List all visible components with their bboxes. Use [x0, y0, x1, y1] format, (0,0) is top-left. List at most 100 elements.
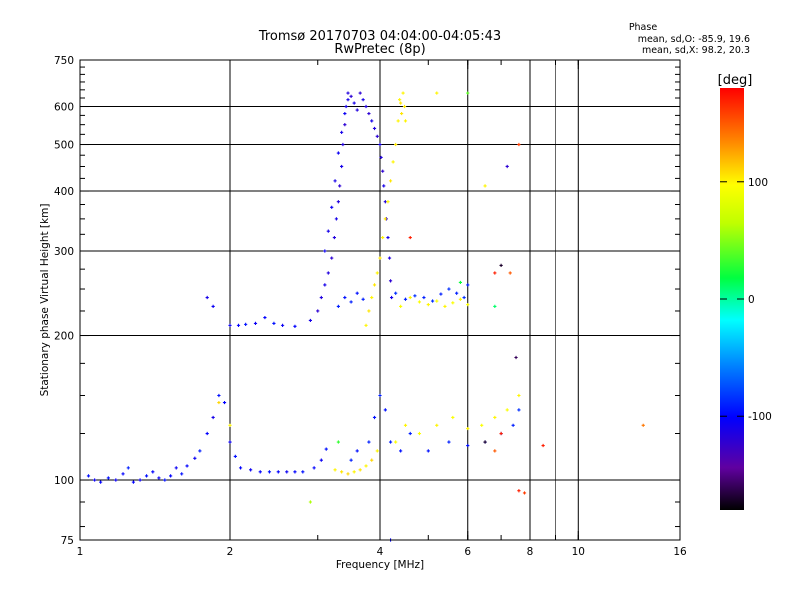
data-point-x [493, 415, 497, 420]
y-tick-label: 200 [54, 331, 74, 343]
data-point-x [367, 309, 371, 313]
data-point-o [430, 299, 435, 303]
data-point-o [319, 458, 323, 462]
data-point-x [386, 200, 390, 204]
data-point-o [316, 309, 320, 313]
data-point-x [483, 184, 487, 188]
data-point-o [193, 456, 197, 460]
data-point-o [330, 256, 334, 260]
data-point-o [349, 458, 353, 462]
data-point-o [517, 408, 521, 412]
data-point-o [151, 470, 155, 474]
data-point-other [458, 280, 463, 285]
data-point-o [326, 229, 330, 233]
data-point-x [451, 415, 455, 420]
data-point-o [352, 101, 356, 105]
data-point-x [505, 408, 509, 412]
data-point-o [382, 184, 386, 188]
phase-x-stats: mean, sd,X: 98.2, 20.3 [642, 45, 750, 56]
data-point-o [462, 295, 466, 300]
data-point-o [163, 478, 167, 482]
data-point-x [402, 104, 407, 109]
data-point-other [466, 91, 470, 95]
data-point-o [301, 470, 305, 474]
x-tick-label: 8 [527, 546, 534, 558]
data-point-o [340, 164, 344, 169]
data-point-o [258, 470, 262, 474]
data-point-o [211, 415, 215, 420]
data-point-x [370, 295, 374, 300]
data-point-x [352, 470, 356, 474]
y-tick-label: 750 [54, 55, 74, 67]
data-point-other [493, 449, 497, 453]
data-point-o [106, 476, 110, 480]
data-point-o [138, 478, 142, 482]
data-point-o [114, 478, 118, 482]
data-point-o [99, 480, 103, 484]
data-point-o [367, 111, 371, 116]
data-point-x [375, 449, 379, 453]
data-point-o [126, 466, 130, 470]
data-points [86, 91, 645, 542]
data-point-o [144, 474, 149, 478]
data-point-o [378, 142, 382, 147]
data-point-o [343, 123, 347, 127]
data-point-other [493, 304, 497, 308]
data-point-o [386, 235, 390, 240]
data-point-o [370, 119, 374, 123]
y-axis-label: Stationary phase Virtual Height [km] [39, 204, 51, 397]
y-tick-label: 100 [54, 475, 74, 487]
data-point-o [228, 323, 232, 327]
data-point-o [439, 292, 443, 296]
data-point-o [378, 393, 382, 398]
data-point-o [323, 283, 327, 287]
data-point-x [403, 423, 408, 427]
data-point-o [336, 151, 340, 155]
data-point-other [493, 271, 497, 275]
data-point-o [375, 134, 379, 138]
data-point-o [346, 91, 350, 95]
data-point-o [343, 295, 347, 300]
y-tick-label: 400 [54, 186, 74, 198]
data-point-o [233, 454, 237, 459]
colorbar-tick-label: -100 [748, 411, 772, 423]
data-point-o [272, 321, 276, 325]
colorbar-unit-label: [deg] [718, 73, 753, 88]
data-point-x [401, 91, 405, 95]
data-point-other [499, 263, 503, 267]
data-point-x [451, 301, 455, 305]
data-point-o [367, 440, 371, 444]
data-point-o [346, 98, 350, 102]
data-point-other [508, 271, 512, 275]
data-point-o [336, 200, 340, 204]
data-point-o [447, 440, 451, 444]
data-point-other [408, 235, 412, 240]
data-point-o [340, 130, 344, 134]
data-point-x [378, 256, 382, 260]
data-point-o [293, 470, 297, 474]
data-point-other [517, 142, 521, 147]
data-point-o [330, 205, 334, 209]
data-point-o [361, 297, 365, 301]
data-point-x [391, 160, 395, 164]
data-point-x [480, 423, 484, 427]
data-point-other [522, 491, 527, 495]
data-point-o [355, 291, 359, 295]
data-point-other [499, 431, 503, 436]
phase-o-stats: mean, sd,O: -85.9, 19.6 [638, 34, 750, 45]
data-point-o [131, 480, 136, 484]
data-point-x [398, 98, 402, 102]
y-tick-labels: 75 100 200 300 400 500 600 750 [54, 55, 74, 547]
data-point-o [447, 287, 451, 291]
data-point-x [228, 423, 232, 427]
data-point-other [483, 440, 487, 444]
data-point-o [169, 474, 173, 478]
data-point-x [381, 235, 385, 240]
data-point-o [324, 447, 328, 451]
data-point-o [319, 295, 323, 300]
data-point-o [364, 104, 368, 109]
plot-grid [80, 60, 680, 540]
data-point-o [157, 476, 161, 480]
data-point-o [217, 393, 221, 398]
data-point-o [383, 408, 387, 412]
